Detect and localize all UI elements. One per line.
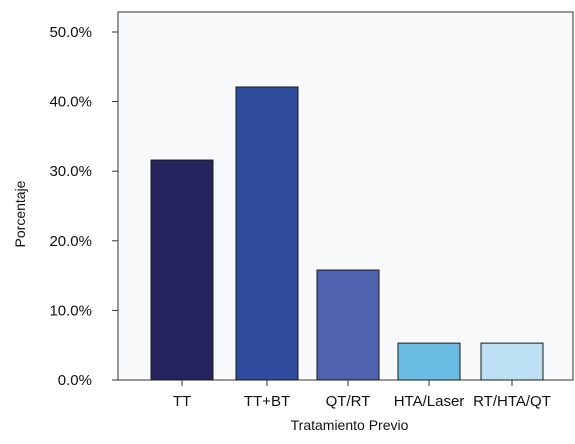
y-axis-title: Porcentaje (12, 180, 28, 247)
y-tick-label: 10.0% (49, 302, 92, 319)
bar-tt-bt (235, 86, 299, 381)
x-axis-ticks: TT TT+BT QT/RT HTA/Laser RT/HTA/QT (173, 380, 551, 410)
bars-group (150, 86, 544, 381)
x-tick-label: QT/RT (326, 393, 371, 410)
x-tick-label: TT (173, 393, 191, 410)
x-tick-label: TT+BT (244, 393, 290, 410)
y-axis-ticks: 0.0% 10.0% 20.0% 30.0% 40.0% 50.0% (49, 24, 118, 389)
y-tick-label: 30.0% (49, 163, 92, 180)
x-tick-label: HTA/Laser (394, 393, 465, 410)
y-tick-label: 40.0% (49, 94, 92, 111)
x-tick-label: RT/HTA/QT (473, 393, 551, 410)
x-axis-title: Tratamiento Previo (291, 417, 409, 433)
y-tick-label: 0.0% (58, 372, 92, 389)
bar-tt (150, 159, 214, 381)
bar-rt-hta-qt (480, 342, 544, 381)
bar-qt-rt (316, 269, 380, 381)
bar-hta-laser (397, 342, 461, 381)
y-tick-label: 50.0% (49, 24, 92, 41)
y-tick-label: 20.0% (49, 233, 92, 250)
